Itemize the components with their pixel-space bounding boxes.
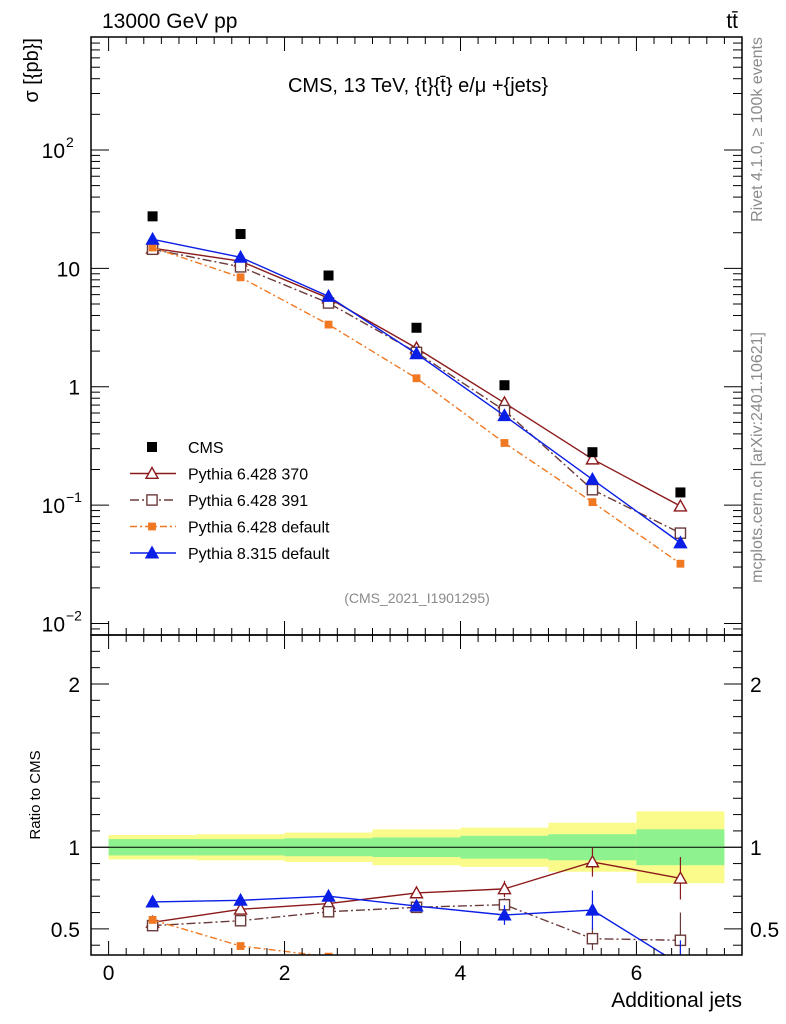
series-point-3 [321,288,336,302]
ratio-point-2 [148,915,157,924]
legend-marker [144,466,160,479]
ratio-point-1 [234,914,247,927]
header-right: tt̄ [726,10,738,33]
ratio-plot [91,811,742,970]
series-point-2 [500,439,509,447]
data-point [411,322,422,333]
series-point-3 [145,231,160,245]
data-point [587,447,598,458]
ratio-point-0 [585,854,600,868]
main-plot [145,211,688,568]
series-line-1 [152,248,681,534]
legend-label: CMS [188,440,224,457]
y-tick-label: 10 [42,614,65,637]
y-tick-exponent: 2 [66,134,74,150]
data-point [675,487,686,498]
ratio-tick-label: 1 [68,837,80,860]
data-point [499,380,510,391]
ratio-point-0 [497,881,512,895]
y-tick-label: 10 [42,495,65,518]
side-label-top: Rivet 4.1.0, ≥ 100k events [749,37,766,222]
ratio-tick-label-right: 2 [750,674,762,697]
y-tick-label: 1 [68,377,80,400]
series-point-2 [412,374,421,383]
ratio-point-3 [145,894,160,908]
ratio-point-3 [409,898,424,912]
legend-marker [147,442,157,452]
ratio-point-3 [497,907,512,921]
chart-title: CMS, 13 TeV, {t}{t̄} e/μ +{jets} [288,75,548,97]
ratio-tick-label: 0.5 [51,919,80,942]
data-point [147,211,158,222]
ratio-point-3 [585,902,600,916]
ratio-point-2 [413,958,421,966]
ratio-point-2 [677,958,685,966]
y-axis-label: σ [{pb}] [21,38,43,103]
ratio-point-0 [409,885,424,899]
x-tick-label: 2 [279,962,291,985]
legend-marker [148,522,156,531]
x-tick-label: 6 [631,962,643,985]
legend-label: Pythia 6.428 default [188,520,330,537]
series-point-2 [148,243,157,252]
series-point-0 [673,498,688,512]
series-point-3 [673,535,688,549]
ratio-point-2 [236,942,245,950]
ratio-tick-label-right: 0.5 [750,919,779,942]
side-label-bottom: mcplots.cern.ch [arXiv:2401.10621] [749,332,766,583]
series-point-2 [676,559,685,568]
legend-label: Pythia 8.315 default [188,546,330,563]
series-line-2 [152,246,681,565]
ratio-point-0 [233,901,248,915]
ratio-point-2 [324,952,333,955]
ratio-point-3 [321,888,336,902]
series-point-2 [588,498,597,507]
ratio-point-0 [673,870,688,884]
series-point-0 [585,451,600,465]
y-tick-label: 10 [57,258,80,281]
header-left: 13000 GeV pp [102,10,237,33]
y-tick-label: 10 [42,140,65,163]
series-point-3 [233,249,248,263]
ratio-frame [90,634,743,956]
data-point [235,229,246,240]
ratio-point-1 [322,905,335,918]
ratio-tick-label-right: 1 [750,837,762,860]
x-tick-label: 0 [103,962,115,985]
analysis-tag: (CMS_2021_I1901295) [344,590,490,606]
series-point-1 [586,483,599,496]
data-point [323,270,334,281]
ratio-tick-label: 2 [68,674,80,697]
legend-label: Pythia 6.428 391 [188,493,308,510]
series-point-3 [497,408,512,422]
legend-marker [144,545,160,559]
x-axis-label: Additional jets [611,989,742,1012]
series-point-2 [324,320,333,329]
y-tick-exponent: −1 [66,489,82,505]
series-point-2 [236,273,245,282]
ratio-point-3 [233,892,248,906]
series-point-3 [585,471,600,485]
y-tick-exponent: −2 [66,608,82,624]
ratio-point-2 [501,958,509,966]
series-point-1 [234,261,247,273]
ratio-axis-label: Ratio to CMS [27,750,44,839]
series-point-3 [409,346,424,360]
ratio-point-2 [589,958,597,966]
legend-marker [146,494,158,506]
legend-label: Pythia 6.428 370 [188,467,308,484]
x-tick-label: 4 [455,962,467,985]
ratio-point-1 [586,932,599,945]
ratio-point-3 [674,959,686,970]
